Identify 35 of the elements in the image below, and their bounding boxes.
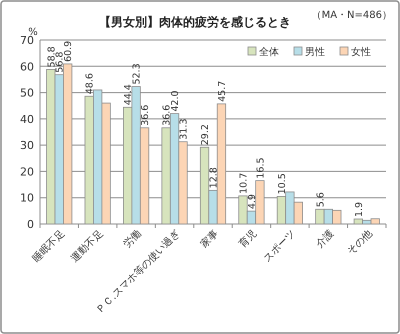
data-label: 45.7	[216, 80, 228, 102]
text: （MA・N=486）	[312, 10, 392, 21]
y-tick-label: 50	[20, 86, 34, 100]
legend-label: 女性	[351, 46, 371, 58]
data-label: 29.2	[200, 124, 212, 146]
data-label: 10.7	[238, 172, 250, 194]
data-label: 44.4	[123, 84, 134, 106]
x-tick-label: 家事	[198, 228, 221, 250]
legend-label: 全体	[259, 46, 279, 58]
data-label: 36.6	[140, 104, 152, 126]
y-tick-label: 10	[20, 192, 34, 205]
data-label: 48.6	[84, 73, 96, 94]
x-tick-label: その他	[344, 228, 375, 258]
data-label: 42.0	[170, 90, 182, 112]
y-tick-label: 20	[20, 165, 34, 178]
data-label: 1.9	[354, 202, 365, 218]
data-label: 4.9	[246, 194, 258, 210]
x-tick-label: 育児	[236, 228, 260, 250]
x-tick-label: スポーツ	[262, 228, 298, 264]
y-tick-label: 60	[20, 60, 34, 74]
y-tick-label: 70	[20, 34, 34, 47]
y-tick-label: 40	[20, 112, 34, 126]
x-tick-label: 介護	[313, 228, 336, 250]
x-tick-label: 労働	[121, 228, 144, 250]
data-label: 10.5	[276, 173, 288, 194]
data-label: 12.8	[208, 167, 220, 188]
data-label: 5.6	[315, 192, 326, 208]
chart-title: 【男女別】肉体的疲労を感じるとき	[99, 15, 291, 29]
data-label: 52.3	[132, 63, 143, 85]
legend-label: 男性	[305, 46, 325, 58]
data-label: 60.9	[63, 40, 74, 62]
x-tick-label: 運動不足	[68, 228, 106, 264]
data-label: 31.3	[178, 118, 190, 140]
data-label: 16.5	[255, 157, 266, 179]
y-tick-label: 30	[20, 139, 34, 152]
